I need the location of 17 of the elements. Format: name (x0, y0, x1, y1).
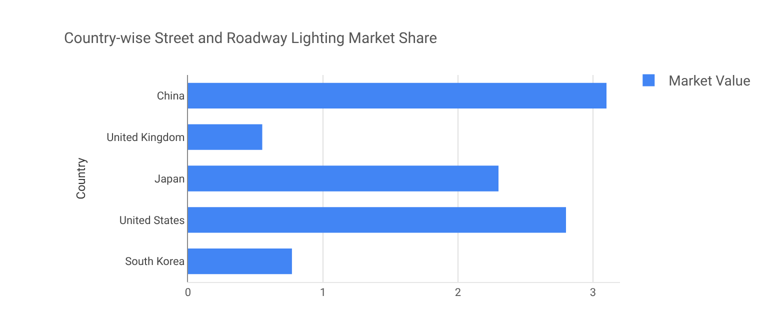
legend-label: Market Value (668, 74, 750, 90)
y-tick-label: China (156, 90, 185, 103)
y-tick-label: United States (119, 214, 186, 227)
bar (188, 166, 498, 192)
bar (188, 124, 262, 150)
y-axis-title: Country (74, 157, 88, 200)
chart-title: Country-wise Street and Roadway Lighting Market Share (64, 29, 438, 47)
bar (188, 207, 566, 233)
y-tick-label: South Korea (125, 255, 185, 268)
bar (188, 82, 606, 109)
y-tick-label: Japan (154, 172, 185, 186)
x-tick-label: 0 (184, 286, 192, 300)
x-tick-label: 1 (320, 286, 326, 300)
x-tick-label: 2 (454, 286, 462, 300)
x-tick-label: 3 (590, 286, 596, 300)
bar (188, 248, 292, 274)
y-tick-label: United Kingdom (106, 130, 185, 144)
